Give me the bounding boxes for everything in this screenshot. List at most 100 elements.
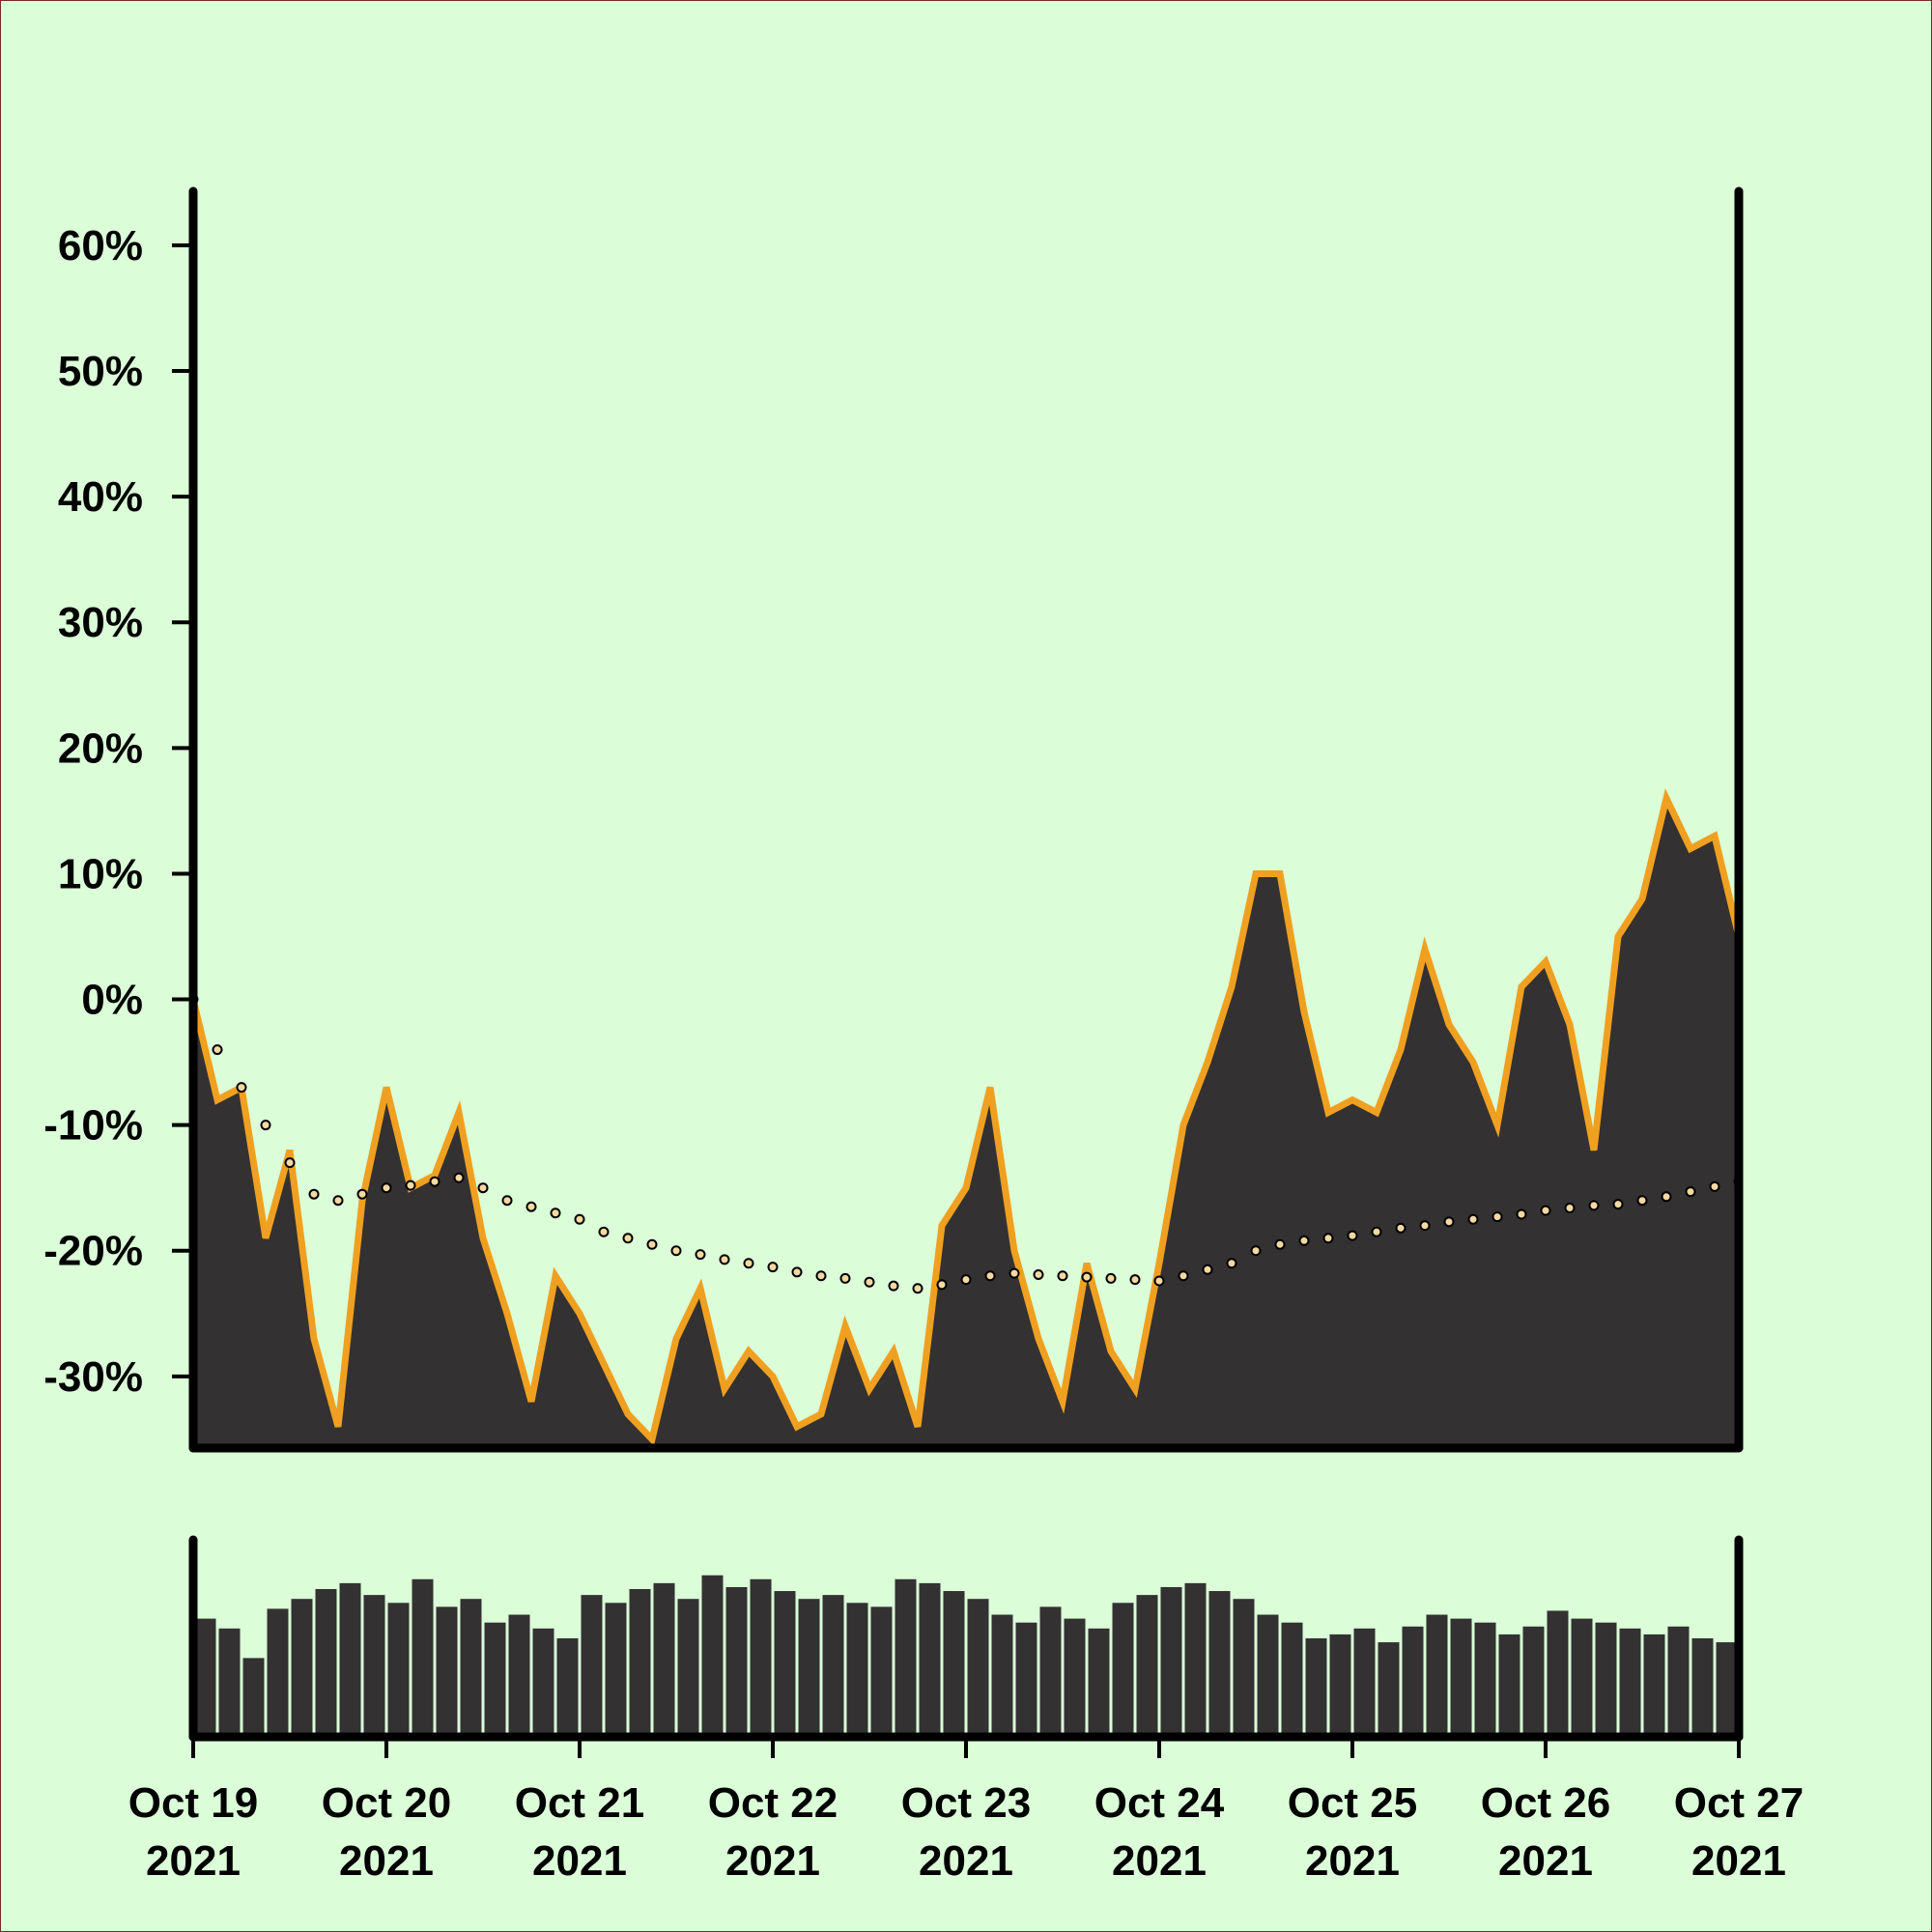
moving-average-point <box>1443 1216 1455 1228</box>
volume-bar <box>339 1582 361 1737</box>
moving-average-point <box>212 1044 223 1056</box>
volume-bar <box>677 1599 699 1737</box>
moving-average-point <box>1250 1245 1262 1257</box>
moving-average-point <box>1202 1264 1213 1275</box>
volume-bar <box>1426 1614 1448 1737</box>
moving-average-point <box>670 1245 682 1257</box>
moving-average-point <box>1467 1213 1479 1225</box>
volume-bar <box>556 1638 579 1737</box>
volume-bar <box>1402 1626 1424 1737</box>
moving-average-point <box>1274 1238 1286 1250</box>
x-tick-label: 2021 <box>339 1837 434 1885</box>
x-tick-label: Oct 23 <box>901 1779 1032 1827</box>
volume-bar <box>1160 1586 1182 1737</box>
x-tick-label: Oct 22 <box>708 1779 838 1827</box>
moving-average-point <box>1709 1180 1720 1192</box>
moving-average-point <box>260 1120 271 1131</box>
x-tick-label: 2021 <box>1691 1837 1786 1885</box>
moving-average-point <box>646 1238 658 1250</box>
y-tick-label: -10% <box>43 1102 143 1150</box>
volume-bar <box>1619 1628 1641 1737</box>
axes: -30% -20% -10% 0% 10% 20% 30% 40% 50% 60% Oct 19 20… <box>43 186 1804 1885</box>
main-plot <box>193 787 1739 1448</box>
volume-bar <box>1281 1622 1303 1737</box>
volume-bar <box>1450 1618 1472 1737</box>
volume-bar <box>315 1589 337 1737</box>
volume-bar <box>943 1591 965 1737</box>
volume-bar <box>1353 1628 1376 1737</box>
x-tick-label: Oct 24 <box>1094 1779 1225 1827</box>
y-tick-label: 0% <box>81 977 143 1024</box>
volume-bar <box>725 1586 748 1737</box>
volume-bar <box>1257 1614 1279 1737</box>
moving-average-point <box>1226 1258 1237 1269</box>
y-tick-label: 30% <box>58 599 143 646</box>
volume-bar <box>1547 1610 1569 1737</box>
moving-average-point <box>1129 1274 1141 1286</box>
volume-bar <box>919 1582 941 1737</box>
moving-average-point <box>984 1270 996 1282</box>
moving-average-point <box>622 1233 634 1244</box>
moving-average-point <box>1492 1211 1503 1223</box>
moving-average-point <box>1588 1200 1600 1211</box>
volume-bar <box>1039 1606 1062 1737</box>
moving-average-point <box>1612 1199 1624 1210</box>
moving-average-point <box>381 1182 392 1194</box>
moving-average-point <box>1298 1235 1310 1246</box>
volume-bar <box>532 1628 554 1737</box>
x-tick-label: 2021 <box>1112 1837 1207 1885</box>
moving-average-point <box>453 1172 465 1183</box>
y-tick-label: 10% <box>58 850 143 897</box>
moving-average-point <box>236 1082 247 1094</box>
moving-average-point <box>1081 1271 1093 1283</box>
x-tick-label: Oct 25 <box>1288 1779 1418 1827</box>
volume-bar <box>412 1578 434 1737</box>
volume-bar <box>1136 1595 1158 1737</box>
volume-bar <box>267 1608 289 1737</box>
volume-bar <box>870 1606 893 1737</box>
volume-bar <box>194 1618 216 1737</box>
moving-average-point <box>888 1280 899 1292</box>
moving-average-point <box>1347 1230 1358 1241</box>
moving-average-point <box>695 1249 706 1261</box>
volume-bar <box>1571 1618 1593 1737</box>
moving-average-point <box>1636 1195 1648 1207</box>
moving-average-point <box>1322 1233 1334 1244</box>
moving-average-point <box>1564 1203 1576 1214</box>
volume-bar <box>1064 1618 1086 1737</box>
moving-average-point <box>1057 1270 1068 1282</box>
volume-bar <box>363 1595 385 1737</box>
x-tick-label: 2021 <box>1305 1837 1400 1885</box>
x-tick-label: 2021 <box>146 1837 241 1885</box>
volume-bar <box>581 1595 603 1737</box>
moving-average-point <box>284 1157 296 1169</box>
volume-bar <box>1474 1622 1496 1737</box>
moving-average-point <box>308 1188 320 1200</box>
volume-bar <box>1498 1634 1520 1737</box>
volume-bar <box>291 1599 313 1737</box>
area-line <box>193 787 1739 1446</box>
x-tick-label: 2021 <box>919 1837 1013 1885</box>
volume-bar <box>1667 1626 1690 1737</box>
y-tick-label: -20% <box>43 1228 143 1275</box>
moving-average-point <box>1033 1268 1044 1280</box>
volume-bar <box>1088 1628 1110 1737</box>
moving-average-point <box>960 1274 972 1286</box>
moving-average-point <box>1105 1272 1117 1284</box>
volume-bar <box>750 1578 772 1737</box>
moving-average-point <box>429 1176 440 1187</box>
volume-bar <box>967 1599 989 1737</box>
moving-average-point <box>332 1195 344 1207</box>
volume-bar <box>1233 1599 1255 1737</box>
volume-bar <box>460 1599 482 1737</box>
volume-bar <box>1305 1638 1327 1737</box>
volume-bar <box>1112 1603 1134 1737</box>
volume-bar <box>846 1603 868 1737</box>
volume-bar <box>1329 1634 1351 1737</box>
volume-bar <box>484 1622 506 1737</box>
moving-average-point <box>815 1270 827 1282</box>
moving-average-point <box>574 1213 585 1225</box>
volume-bar <box>1691 1638 1714 1737</box>
volume-bar <box>991 1614 1013 1737</box>
